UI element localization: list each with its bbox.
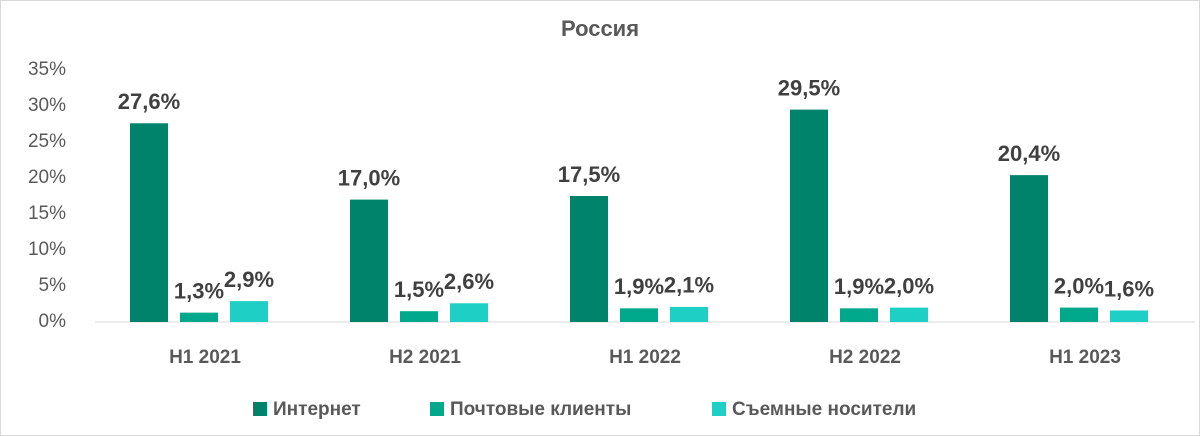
bar [350,199,388,322]
value-label: 2,9% [224,267,274,292]
bar [1010,175,1048,322]
value-label: 1,9% [834,274,884,299]
bar [570,196,608,322]
y-tick-label: 15% [28,203,66,224]
x-tick-label: H2 2021 [389,347,461,368]
legend-swatch [712,402,726,416]
value-label: 20,4% [998,141,1060,166]
y-tick-label: 20% [28,167,66,188]
legend-label: Съемные носители [732,399,916,420]
bar [1110,310,1148,322]
bar [230,301,268,322]
bar [790,109,828,322]
bar [840,308,878,322]
bar [450,303,488,322]
bar [1060,307,1098,322]
x-tick-label: H1 2021 [169,347,241,368]
value-label: 1,9% [614,274,664,299]
y-tick-label: 25% [28,131,66,152]
value-label: 17,0% [338,165,400,190]
y-tick-label: 5% [39,275,67,296]
value-label: 1,5% [394,277,444,302]
x-tick-label: H1 2022 [609,347,681,368]
y-tick-label: 30% [28,95,66,116]
y-tick-label: 10% [28,239,66,260]
x-tick-label: H2 2022 [829,347,901,368]
value-label: 2,6% [444,269,494,294]
chart-title: Россия [561,16,639,41]
bar [180,312,218,322]
value-label: 17,5% [558,162,620,187]
value-label: 2,0% [1054,273,1104,298]
y-tick-label: 0% [39,311,67,332]
bar [620,308,658,322]
bar [890,307,928,322]
legend-swatch [430,402,444,416]
y-tick-label: 35% [28,59,66,80]
legend-label: Почтовые клиенты [450,399,631,420]
x-tick-label: H1 2023 [1049,347,1121,368]
value-label: 29,5% [778,75,840,100]
bar [130,123,168,322]
value-label: 27,6% [118,89,180,114]
legend-swatch [253,402,267,416]
bar [670,306,708,322]
value-label: 2,1% [664,273,714,298]
legend-label: Интернет [273,399,361,420]
value-label: 1,6% [1104,276,1154,301]
bar [400,311,438,322]
value-label: 1,3% [174,278,224,303]
value-label: 2,0% [884,273,934,298]
